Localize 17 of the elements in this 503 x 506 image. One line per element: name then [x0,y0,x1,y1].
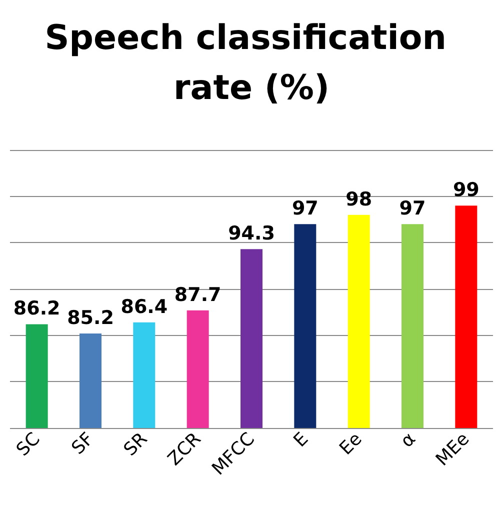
data-label: 86.2 [13,298,60,320]
data-label: 98 [346,188,372,210]
data-label: 86.4 [120,296,168,318]
x-tick-label: SR [120,428,152,460]
x-tick-label: MEe [432,428,474,470]
data-label: 97 [399,198,426,220]
x-tick-label: Ee [336,428,366,460]
data-label: 97 [292,198,318,220]
chart-title: Speech classification rate (%) [44,18,458,108]
x-tick-label: E [290,428,313,452]
data-label: 94.3 [228,222,275,245]
x-tick-label: SC [12,428,44,460]
data-label: 87.7 [174,284,222,306]
data-label: 99 [452,179,480,202]
x-tick-label: SF [68,428,98,459]
x-tick-label: α [396,428,420,452]
data-label: 85.2 [67,306,114,329]
